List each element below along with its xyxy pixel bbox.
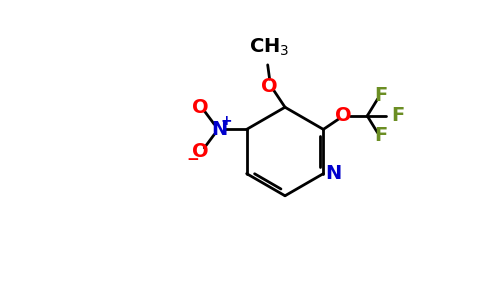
Text: O: O [335,106,352,125]
Text: N: N [211,120,227,139]
Text: N: N [325,164,342,183]
Text: −: − [186,152,199,167]
Text: O: O [261,76,278,95]
Text: F: F [374,86,387,105]
Text: O: O [192,142,209,161]
Text: O: O [192,98,209,116]
Text: CH$_3$: CH$_3$ [249,37,290,58]
Text: +: + [221,114,232,128]
Text: F: F [391,106,404,125]
Text: F: F [374,126,387,146]
